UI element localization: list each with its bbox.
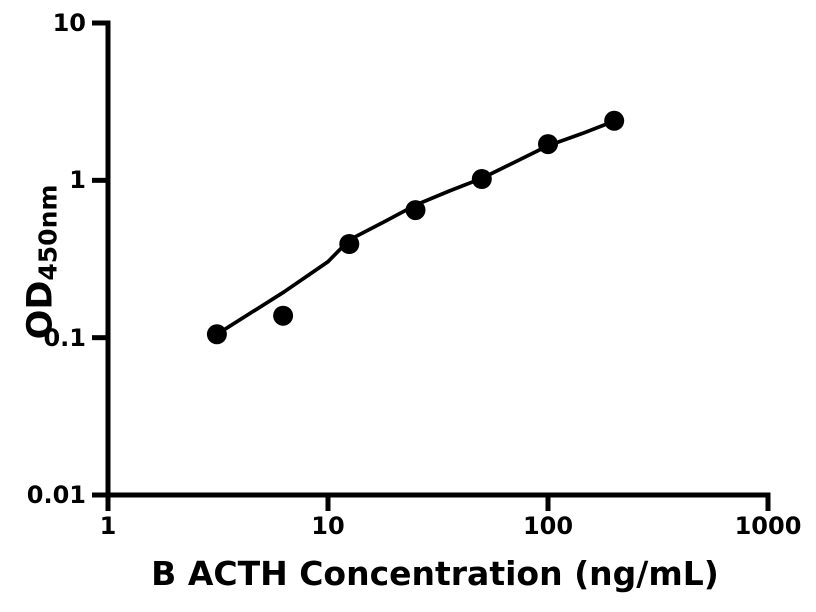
data-point-marker (339, 234, 360, 254)
data-point-marker (405, 200, 426, 221)
y-tick-label: 1 (69, 166, 86, 195)
x-tick-label: 10 (311, 512, 345, 540)
x-tick-label: 1000 (734, 512, 802, 540)
y-axis-title-main: OD (20, 280, 61, 340)
data-point-marker (604, 110, 625, 131)
y-axis-title-subscript: 450nm (33, 184, 63, 281)
x-axis-title: B ACTH Concentration (ng/mL) (151, 554, 719, 593)
y-axis-title: OD450nm (21, 185, 64, 340)
data-point-marker (471, 169, 492, 189)
data-point-marker (273, 305, 294, 326)
axis-spine (92, 20, 771, 511)
y-tick-label: 10 (52, 9, 86, 37)
data-point-marker (538, 134, 558, 155)
fit-curve (215, 119, 617, 337)
y-tick-label: 0.01 (26, 481, 86, 509)
y-tick-label: 0.1 (43, 323, 86, 352)
x-tick-label: 100 (522, 512, 574, 540)
x-tick-label: 1 (99, 512, 117, 540)
data-point-marker (206, 324, 227, 345)
